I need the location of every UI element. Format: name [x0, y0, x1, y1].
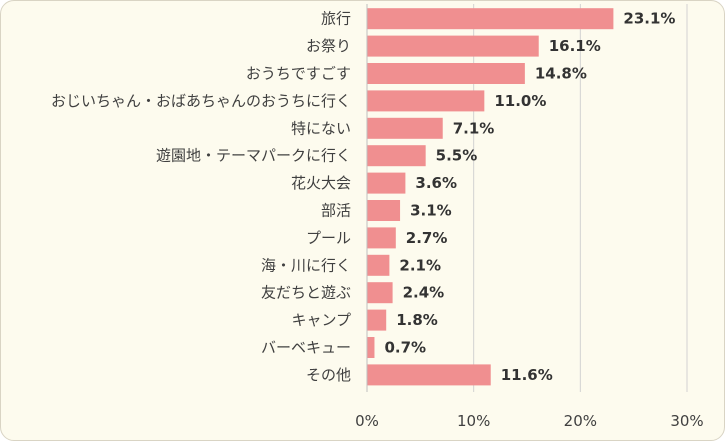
category-label-11: キャンプ — [291, 311, 351, 329]
bar-3 — [367, 90, 485, 112]
value-label-3: 11.0% — [494, 92, 546, 110]
bar-9 — [367, 254, 390, 276]
bar-10 — [367, 282, 393, 304]
bar-7 — [367, 200, 401, 221]
category-label-1: お祭り — [306, 37, 351, 55]
value-label-5: 5.5% — [436, 147, 478, 165]
category-label-4: 特にない — [291, 119, 351, 137]
x-tick-label-0: 0% — [355, 412, 379, 430]
category-label-0: 旅行 — [321, 10, 351, 28]
bar-4 — [367, 117, 443, 139]
bar-8 — [367, 227, 396, 249]
category-label-5: 遊園地・テーマパークに行く — [156, 147, 351, 165]
bar-12 — [367, 337, 375, 358]
category-label-2: おうちですごす — [246, 65, 351, 83]
value-label-12: 0.7% — [384, 339, 426, 357]
value-label-2: 14.8% — [535, 65, 587, 83]
category-label-9: 海・川に行く — [261, 256, 351, 274]
x-tick-label-3: 30% — [670, 412, 703, 430]
category-label-13: その他 — [306, 366, 351, 384]
value-label-8: 2.7% — [406, 229, 448, 247]
value-label-7: 3.1% — [410, 202, 452, 220]
value-label-11: 1.8% — [396, 311, 438, 329]
category-label-12: バーベキュー — [261, 339, 351, 357]
bar-5 — [367, 145, 426, 167]
value-label-9: 2.1% — [399, 256, 441, 274]
value-label-6: 3.6% — [415, 174, 457, 192]
bar-11 — [367, 309, 387, 331]
value-label-13: 11.6% — [501, 366, 553, 384]
category-label-3: おじいちゃん・おばあちゃんのおうちに行く — [51, 92, 351, 110]
category-label-7: 部活 — [321, 202, 351, 220]
value-label-1: 16.1% — [549, 37, 601, 55]
category-label-6: 花火大会 — [291, 174, 351, 192]
x-tick-label-2: 20% — [564, 412, 597, 430]
category-label-10: 友だちと遊ぶ — [261, 284, 351, 302]
bar-6 — [367, 172, 406, 194]
bar-2 — [367, 63, 525, 84]
value-label-4: 7.1% — [453, 119, 495, 137]
value-label-10: 2.4% — [403, 284, 445, 302]
value-label-0: 23.1% — [623, 10, 675, 28]
bar-13 — [367, 364, 491, 386]
bar-0 — [367, 8, 614, 30]
bar-1 — [367, 35, 539, 57]
category-label-8: プール — [306, 229, 351, 247]
x-tick-label-1: 10% — [457, 412, 490, 430]
